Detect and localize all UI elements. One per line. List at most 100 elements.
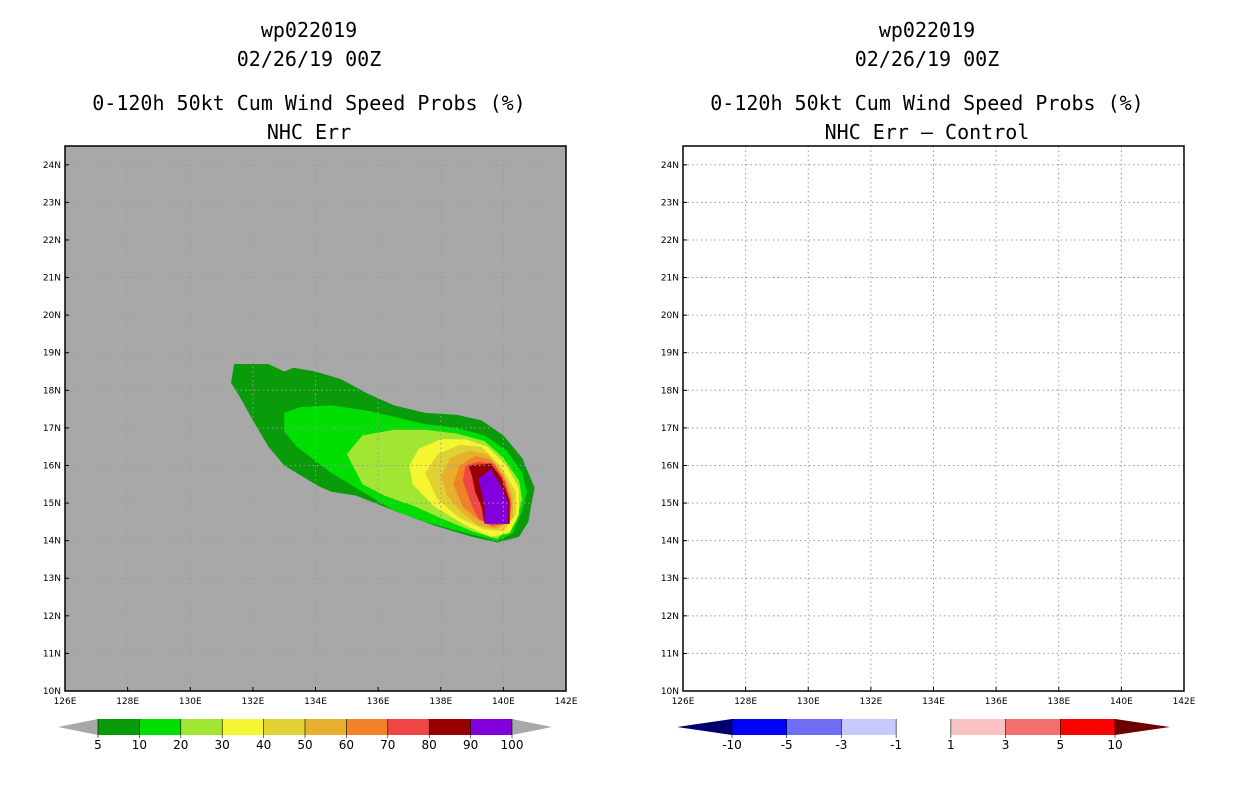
colorbar-swatch (222, 719, 264, 735)
y-tick-label-19N: 19N (43, 349, 61, 359)
colorbar-swatch-under (58, 719, 98, 735)
colorbar-label-80: 80 (422, 738, 437, 752)
x-tick-label-128E: 128E (116, 697, 139, 707)
colorbar-label--5: -5 (781, 738, 793, 752)
x-tick-label-140E: 140E (1110, 697, 1133, 707)
storm-id: wp022019 (260, 18, 358, 42)
x-tick-label-142E: 142E (1173, 697, 1196, 707)
y-tick-label-24N: 24N (43, 161, 61, 171)
x-tick-label-132E: 132E (859, 697, 882, 707)
colorbar-label-20: 20 (173, 738, 188, 752)
colorbar-swatch (263, 719, 305, 735)
colorbar-swatch (180, 719, 223, 735)
chart-subtitle: NHC Err – Control (824, 120, 1030, 144)
y-tick-label-15N: 15N (661, 499, 679, 509)
x-tick-label-134E: 134E (922, 697, 945, 707)
colorbar-swatch (387, 719, 430, 735)
left-panel: wp022019 02/26/19 00Z 0-120h 50kt Cum Wi… (43, 18, 578, 752)
storm-id: wp022019 (878, 18, 976, 42)
x-tick-label-142E: 142E (555, 697, 578, 707)
difference-map: 126E 128E 130E 132E 134E 136E 138E 140E 142E 10N 1… (661, 145, 1196, 752)
x-tick-label-136E: 136E (985, 697, 1008, 707)
y-tick-label-24N: 24N (661, 161, 679, 171)
y-tick-label-13N: 13N (661, 574, 679, 584)
datetime: 02/26/19 00Z (854, 47, 1000, 71)
y-tick-label-20N: 20N (43, 311, 61, 321)
x-tick-label-136E: 136E (367, 697, 390, 707)
colorbar-label-10: 10 (132, 738, 147, 752)
y-tick-label-20N: 20N (661, 311, 679, 321)
colorbar-swatch (470, 719, 512, 735)
y-tick-label-21N: 21N (43, 274, 61, 284)
chart-title: 0-120h 50kt Cum Wind Speed Probs (%) (92, 91, 526, 115)
x-tick-label-126E: 126E (54, 697, 77, 707)
colorbar-swatch (429, 719, 471, 735)
colorbar-label-1: 1 (947, 738, 955, 752)
colorbar: 5 10 20 30 40 50 60 70 80 90 100 (58, 719, 552, 752)
y-tick-label-10N: 10N (661, 687, 679, 697)
colorbar-label-70: 70 (380, 738, 395, 752)
y-tick-label-14N: 14N (661, 537, 679, 547)
colorbar-swatch (896, 719, 951, 735)
y-tick-label-13N: 13N (43, 574, 61, 584)
chart-subtitle: NHC Err (266, 120, 352, 144)
colorbar-label-10: 10 (1107, 738, 1122, 752)
probability-map: 126E 128E 130E 132E 134E 136E 138E 140E 142E 10N 1… (43, 145, 578, 752)
x-tick-label-130E: 130E (797, 697, 820, 707)
colorbar-label--1: -1 (890, 738, 902, 752)
contour-layer (231, 364, 535, 543)
colorbar-swatch (732, 719, 787, 735)
y-tick-label-11N: 11N (43, 649, 61, 659)
colorbar-swatch (841, 719, 897, 735)
y-tick-label-10N: 10N (43, 687, 61, 697)
colorbar-swatch (139, 719, 181, 735)
y-tick-label-11N: 11N (661, 649, 679, 659)
y-tick-label-18N: 18N (661, 386, 679, 396)
colorbar-swatch (786, 719, 842, 735)
colorbar-swatch (98, 719, 140, 735)
x-tick-label-138E: 138E (429, 697, 452, 707)
x-tick-label-134E: 134E (304, 697, 327, 707)
colorbar-label-5: 5 (1056, 738, 1064, 752)
colorbar-swatch (305, 719, 347, 735)
colorbar-label-100: 100 (501, 738, 524, 752)
y-tick-label-17N: 17N (661, 424, 679, 434)
colorbar-label-90: 90 (463, 738, 478, 752)
y-tick-label-22N: 22N (661, 236, 679, 246)
datetime: 02/26/19 00Z (236, 47, 382, 71)
y-tick-label-17N: 17N (43, 424, 61, 434)
y-tick-label-12N: 12N (43, 612, 61, 622)
x-tick-label-126E: 126E (672, 697, 695, 707)
y-tick-label-12N: 12N (661, 612, 679, 622)
colorbar-swatch (1005, 719, 1061, 735)
colorbar-label--3: -3 (835, 738, 847, 752)
y-tick-label-14N: 14N (43, 537, 61, 547)
x-tick-label-138E: 138E (1047, 697, 1070, 707)
colorbar-swatch-over (1115, 719, 1170, 735)
y-tick-label-16N: 16N (43, 461, 61, 471)
y-tick-label-16N: 16N (661, 461, 679, 471)
x-tick-label-132E: 132E (241, 697, 264, 707)
colorbar-label--10: -10 (722, 738, 742, 752)
colorbar-label-3: 3 (1002, 738, 1010, 752)
colorbar-label-40: 40 (256, 738, 271, 752)
x-tick-label-140E: 140E (492, 697, 515, 707)
y-tick-label-21N: 21N (661, 274, 679, 284)
colorbar-swatch (950, 719, 1006, 735)
colorbar: -10 -5 -3 -1 1 3 5 10 (677, 719, 1170, 752)
chart-title: 0-120h 50kt Cum Wind Speed Probs (%) (710, 91, 1144, 115)
colorbar-label-60: 60 (339, 738, 354, 752)
right-panel: wp022019 02/26/19 00Z 0-120h 50kt Cum Wi… (618, 0, 1236, 800)
grid-lines (65, 146, 566, 691)
colorbar-label-30: 30 (215, 738, 230, 752)
y-tick-label-15N: 15N (43, 499, 61, 509)
x-tick-label-128E: 128E (734, 697, 757, 707)
y-tick-label-19N: 19N (661, 349, 679, 359)
y-tick-label-23N: 23N (661, 198, 679, 208)
grid-lines (683, 146, 1184, 691)
colorbar-swatch (346, 719, 388, 735)
y-tick-label-18N: 18N (43, 386, 61, 396)
contour-90-percent (478, 469, 509, 524)
y-tick-label-22N: 22N (43, 236, 61, 246)
x-tick-label-130E: 130E (179, 697, 202, 707)
